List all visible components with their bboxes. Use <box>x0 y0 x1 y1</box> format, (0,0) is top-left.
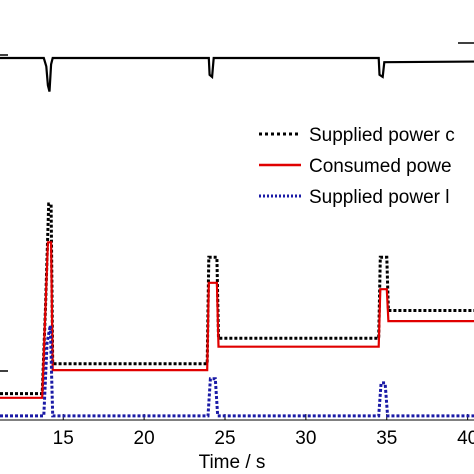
bottom-series-group <box>0 202 474 418</box>
x-tick-label: 30 <box>295 428 316 449</box>
x-tick-label: 25 <box>214 428 235 449</box>
bottom-series-1 <box>0 241 474 399</box>
bottom-series-2 <box>0 325 474 418</box>
bottom-series-0 <box>0 202 474 396</box>
top-series-group <box>0 56 474 92</box>
x-tick-label: 15 <box>53 428 74 449</box>
x-tick-label: 35 <box>376 428 397 449</box>
x-axis-label: Time / s <box>199 452 266 473</box>
x-tick-label: 20 <box>134 428 155 449</box>
top-series-0 <box>0 56 474 92</box>
legend-label-supplied-l: Supplied power l <box>309 187 449 208</box>
legend-label-consumed: Consumed powe <box>309 156 452 177</box>
legend: Supplied power c Consumed powe Supplied … <box>259 125 455 208</box>
x-tick-label: 40 <box>457 428 474 449</box>
legend-label-supplied-c: Supplied power c <box>309 125 455 146</box>
x-tick-group: 10152025303540 <box>53 414 474 449</box>
